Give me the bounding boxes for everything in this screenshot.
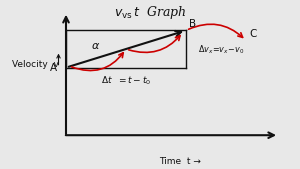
Text: A: A <box>50 63 57 74</box>
Text: C: C <box>249 29 256 39</box>
Text: $v_{\rm vs}\,t$  Graph: $v_{\rm vs}\,t$ Graph <box>114 4 186 21</box>
Text: B: B <box>189 19 196 29</box>
Text: $\Delta v_x\!=\!v_x\!-\!v_0$: $\Delta v_x\!=\!v_x\!-\!v_0$ <box>198 44 244 56</box>
Text: Time  t →: Time t → <box>159 157 201 166</box>
Text: $\Delta t\ \ =t-t_0$: $\Delta t\ \ =t-t_0$ <box>101 75 151 87</box>
Text: Velocity  v: Velocity v <box>12 60 59 69</box>
Text: $\alpha$: $\alpha$ <box>92 41 100 51</box>
